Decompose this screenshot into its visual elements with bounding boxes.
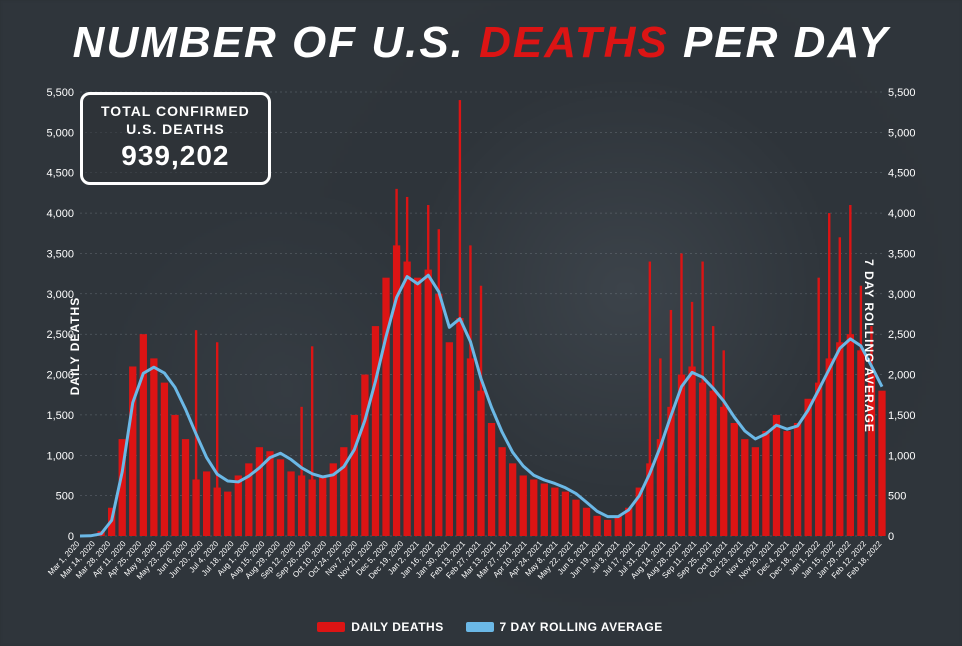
svg-text:500: 500	[888, 491, 906, 503]
svg-text:5,500: 5,500	[46, 87, 74, 99]
total-stat-box: TOTAL CONFIRMED U.S. DEATHS 939,202	[80, 92, 271, 185]
title-pre: NUMBER OF U.S.	[73, 18, 479, 67]
svg-text:5,000: 5,000	[46, 127, 74, 139]
svg-text:5,000: 5,000	[888, 127, 916, 139]
y-axis-label-left: DAILY DEATHS	[68, 297, 82, 395]
legend-label-1: 7 DAY ROLLING AVERAGE	[500, 620, 663, 634]
spike-bars	[195, 100, 873, 536]
title-post: PER DAY	[669, 18, 890, 67]
svg-text:2,500: 2,500	[888, 329, 916, 341]
title-emphasis: DEATHS	[479, 18, 669, 67]
svg-text:5,500: 5,500	[888, 87, 916, 99]
svg-text:1,500: 1,500	[46, 410, 74, 422]
chart-container: NUMBER OF U.S. DEATHS PER DAY DAILY DEAT…	[0, 0, 962, 646]
svg-text:1,500: 1,500	[888, 410, 916, 422]
svg-text:3,500: 3,500	[46, 248, 74, 260]
y-ticks-right: 0 500 1,000 1,500 2,000 2,500 3,000 3,500 4,000 4…	[888, 87, 916, 543]
chart-title: NUMBER OF U.S. DEATHS PER DAY	[28, 18, 934, 68]
x-axis-labels: Mar 1, 2020Mar 14, 2020Mar 28, 2020Apr 1…	[46, 539, 884, 581]
svg-text:1,000: 1,000	[46, 450, 74, 462]
svg-text:0: 0	[888, 531, 894, 543]
y-axis-label-right: 7 DAY ROLLING AVERAGE	[862, 259, 876, 433]
svg-text:500: 500	[56, 491, 74, 503]
svg-text:4,500: 4,500	[888, 168, 916, 180]
svg-text:4,000: 4,000	[46, 208, 74, 220]
legend-swatch-1	[466, 622, 494, 632]
stat-line2: U.S. DEATHS	[101, 121, 250, 139]
stat-value: 939,202	[101, 140, 250, 172]
svg-text:3,500: 3,500	[888, 248, 916, 260]
svg-text:1,000: 1,000	[888, 450, 916, 462]
svg-text:4,500: 4,500	[46, 168, 74, 180]
legend-swatch-0	[317, 622, 345, 632]
legend: DAILY DEATHS 7 DAY ROLLING AVERAGE	[0, 619, 962, 634]
legend-label-0: DAILY DEATHS	[351, 620, 443, 634]
svg-text:3,000: 3,000	[888, 289, 916, 301]
stat-line1: TOTAL CONFIRMED	[101, 103, 250, 121]
svg-text:2,000: 2,000	[888, 370, 916, 382]
svg-text:4,000: 4,000	[888, 208, 916, 220]
